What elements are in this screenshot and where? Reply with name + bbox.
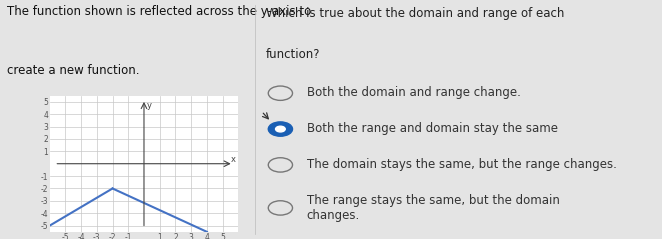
- Text: create a new function.: create a new function.: [7, 64, 139, 77]
- Circle shape: [275, 126, 285, 132]
- Text: The domain stays the same, but the range changes.: The domain stays the same, but the range…: [307, 158, 616, 171]
- Circle shape: [268, 122, 293, 136]
- Text: function?: function?: [266, 48, 321, 61]
- Text: y: y: [147, 101, 152, 109]
- Text: Both the domain and range change.: Both the domain and range change.: [307, 86, 520, 99]
- Text: Both the range and domain stay the same: Both the range and domain stay the same: [307, 122, 557, 135]
- Text: The function shown is reflected across the y-axis to: The function shown is reflected across t…: [7, 5, 311, 18]
- Text: Which is true about the domain and range of each: Which is true about the domain and range…: [266, 7, 565, 20]
- Text: x: x: [230, 156, 236, 164]
- Text: The range stays the same, but the domain
changes.: The range stays the same, but the domain…: [307, 194, 559, 222]
